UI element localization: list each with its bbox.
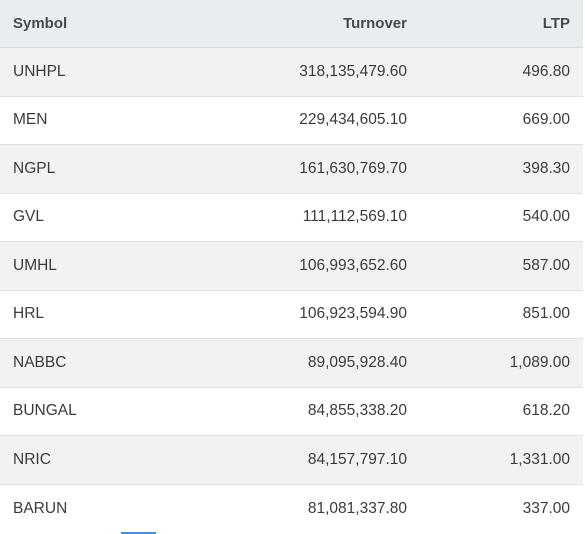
cell-ltp: 618.20 — [522, 402, 570, 420]
table-row[interactable]: UMHL 106,993,652.60 587.00 — [0, 242, 583, 291]
cell-ltp: 337.00 — [522, 499, 570, 517]
column-header-ltp[interactable]: LTP — [542, 15, 570, 32]
cell-symbol[interactable]: UNHPL — [13, 62, 66, 80]
table-row[interactable]: GVL 111,112,569.10 540.00 — [0, 193, 583, 242]
table-row[interactable]: HRL 106,923,594.90 851.00 — [0, 290, 583, 339]
cell-turnover: 161,630,769.70 — [299, 159, 407, 177]
cell-symbol[interactable]: UMHL — [13, 256, 57, 274]
cell-turnover: 106,923,594.90 — [299, 305, 407, 323]
cell-ltp: 587.00 — [522, 256, 570, 274]
cell-symbol[interactable]: MEN — [13, 111, 48, 129]
column-header-symbol[interactable]: Symbol — [13, 15, 68, 32]
cell-turnover: 229,434,605.10 — [299, 111, 407, 129]
table-row[interactable]: NRIC 84,157,797.10 1,331.00 — [0, 436, 583, 485]
cell-ltp: 540.00 — [522, 208, 570, 226]
cell-ltp: 398.30 — [522, 159, 570, 177]
table-body: UNHPL 318,135,479.60 496.80 MEN 229,434,… — [0, 48, 583, 533]
cell-turnover: 318,135,479.60 — [299, 62, 407, 80]
cell-turnover: 111,112,569.10 — [302, 208, 407, 226]
cell-symbol[interactable]: NGPL — [13, 159, 56, 177]
cell-symbol[interactable]: GVL — [13, 208, 45, 226]
table-row[interactable]: MEN 229,434,605.10 669.00 — [0, 96, 583, 145]
scroll-indicator[interactable] — [121, 532, 156, 534]
cell-ltp: 1,331.00 — [509, 450, 570, 468]
table-row[interactable]: UNHPL 318,135,479.60 496.80 — [0, 48, 583, 97]
cell-symbol[interactable]: NRIC — [13, 450, 51, 468]
table-header: Symbol Turnover LTP — [0, 0, 583, 48]
cell-symbol[interactable]: HRL — [13, 305, 45, 323]
table-row[interactable]: BUNGAL 84,855,338.20 618.20 — [0, 387, 583, 436]
cell-symbol[interactable]: BARUN — [13, 499, 68, 517]
cell-ltp: 1,089.00 — [509, 353, 570, 371]
cell-ltp: 496.80 — [522, 62, 570, 80]
cell-turnover: 106,993,652.60 — [299, 256, 407, 274]
cell-turnover: 84,157,797.10 — [307, 450, 407, 468]
cell-turnover: 89,095,928.40 — [307, 353, 407, 371]
cell-ltp: 669.00 — [522, 111, 570, 129]
table-row[interactable]: NABBC 89,095,928.40 1,089.00 — [0, 339, 583, 388]
column-header-turnover[interactable]: Turnover — [343, 15, 407, 32]
table-row[interactable]: BARUN 81,081,337.80 337.00 — [0, 484, 583, 533]
table-row[interactable]: NGPL 161,630,769.70 398.30 — [0, 145, 583, 194]
cell-ltp: 851.00 — [522, 305, 570, 323]
cell-turnover: 81,081,337.80 — [307, 499, 407, 517]
cell-symbol[interactable]: NABBC — [13, 353, 67, 371]
cell-symbol[interactable]: BUNGAL — [13, 402, 77, 420]
cell-turnover: 84,855,338.20 — [307, 402, 407, 420]
